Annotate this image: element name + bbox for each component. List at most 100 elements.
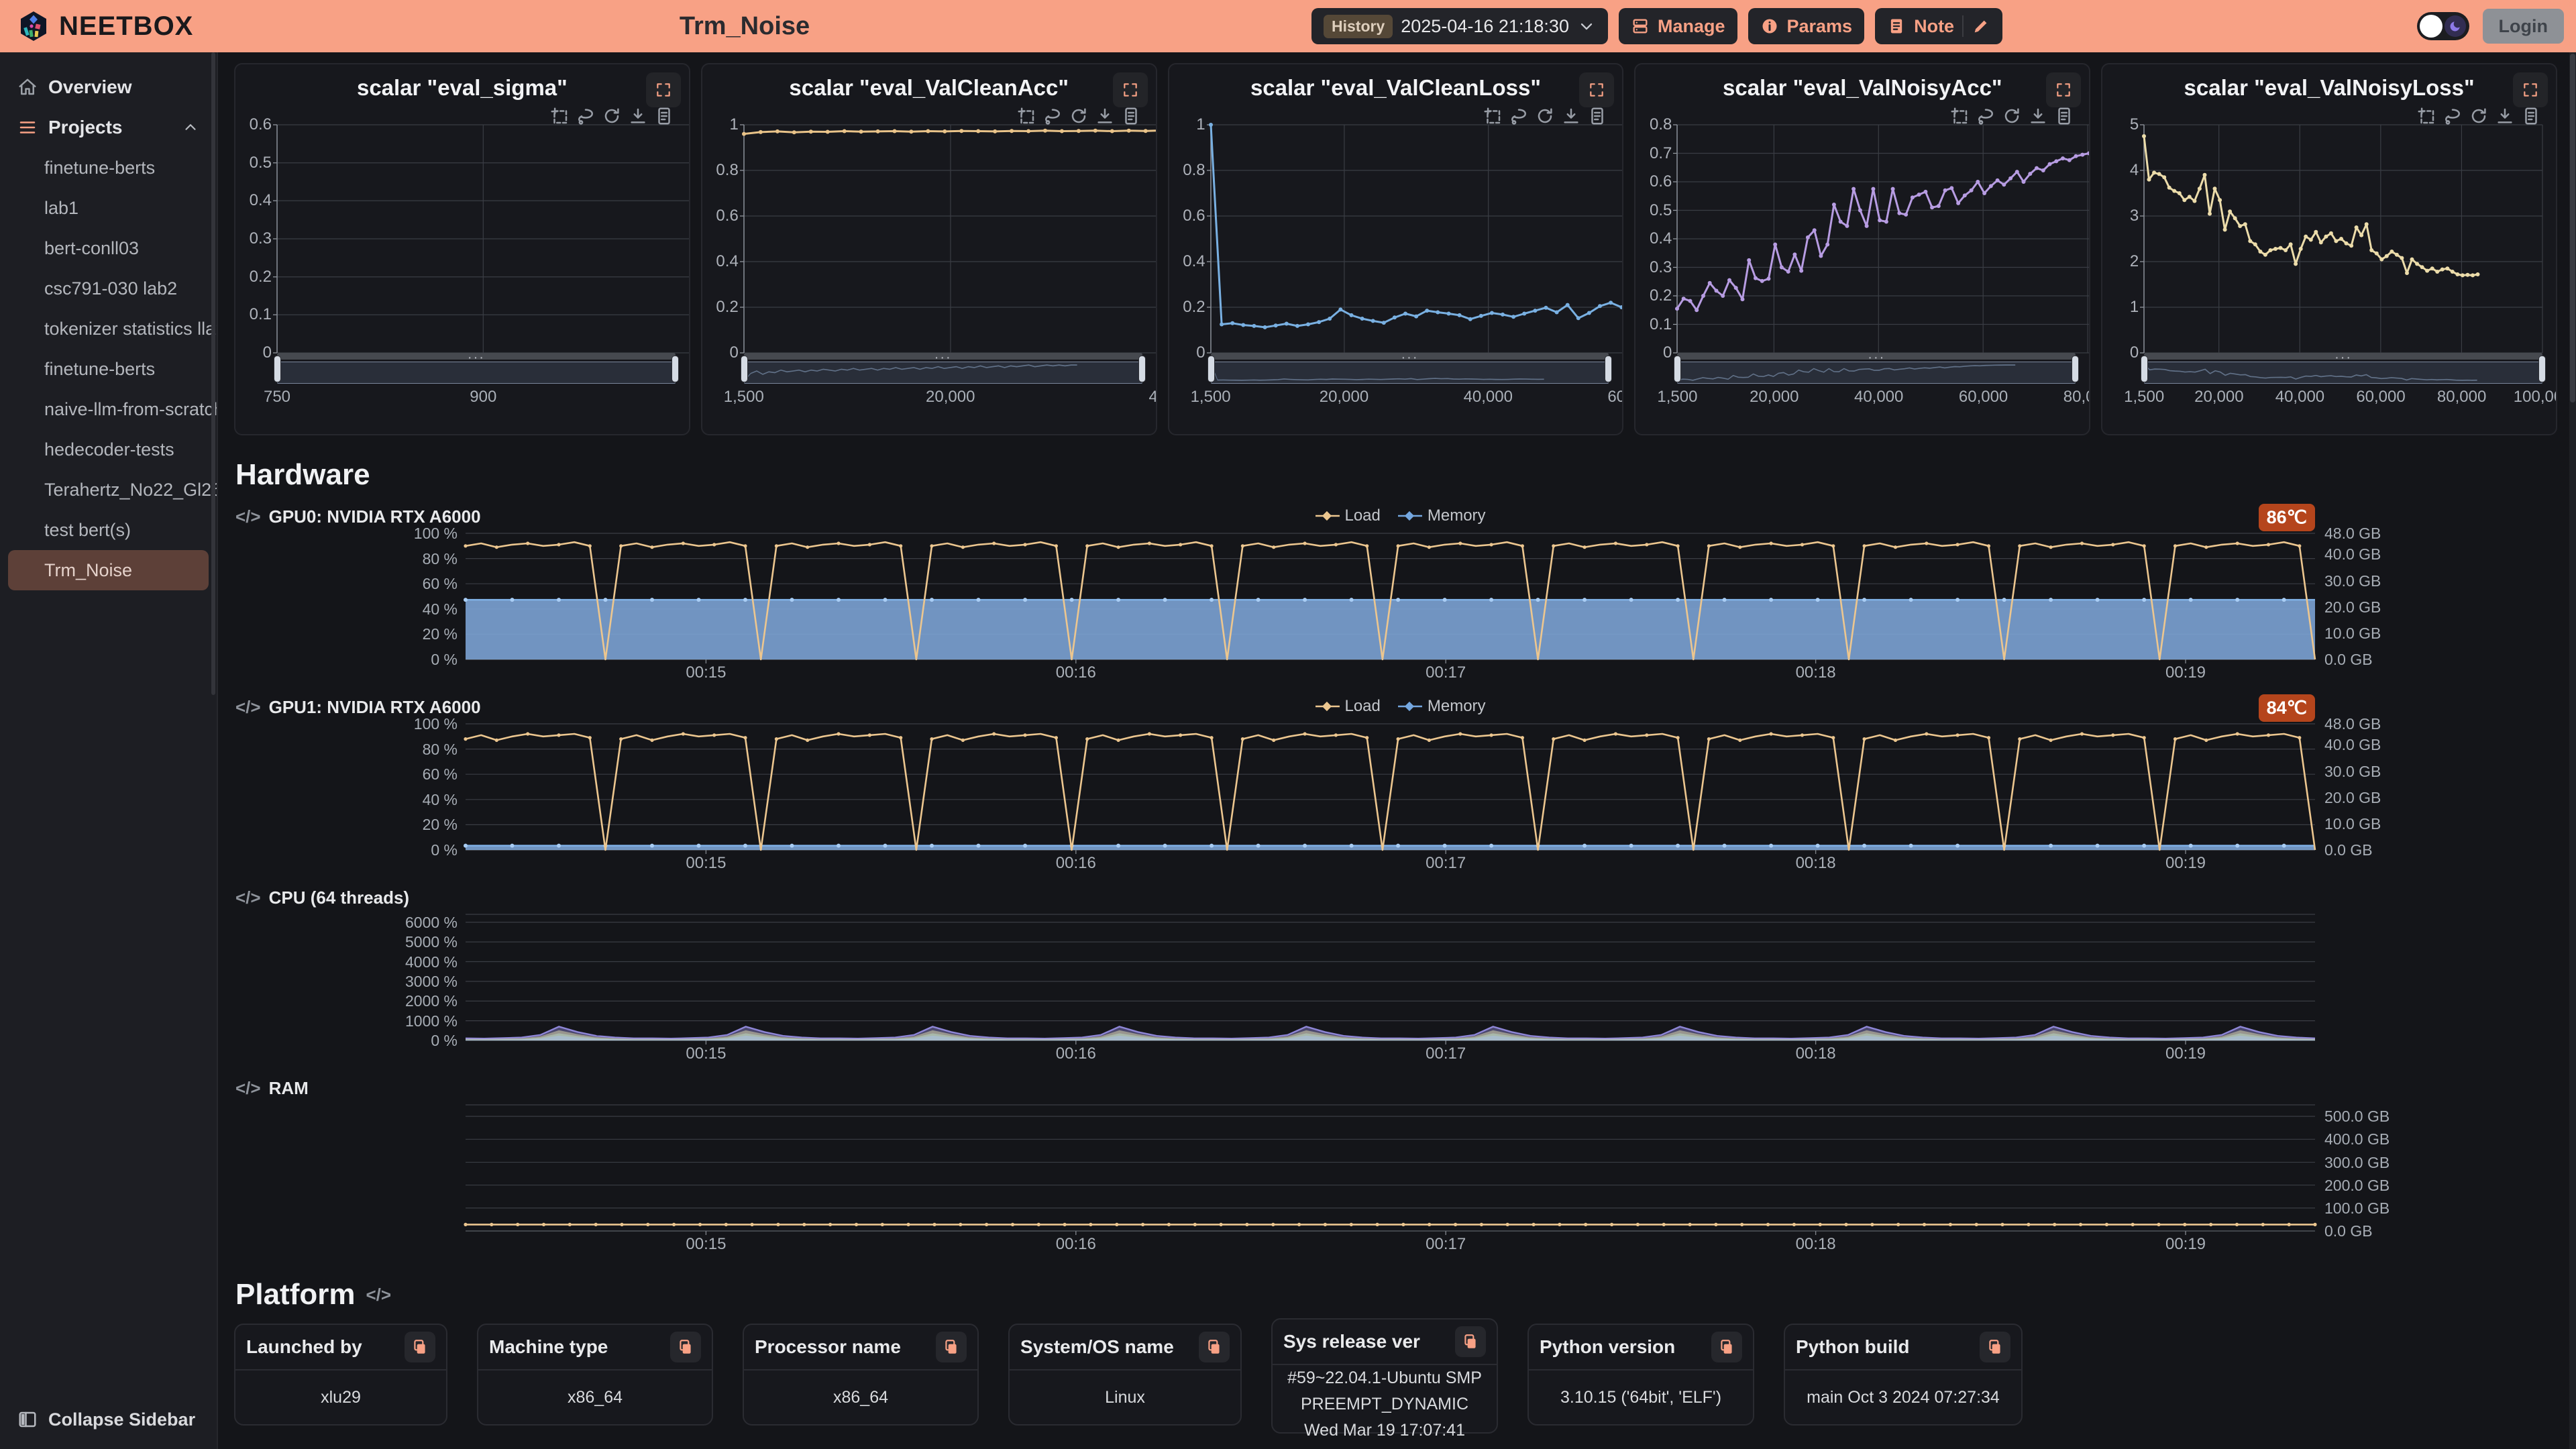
sidebar-project-item[interactable]: bert-conll03 [44,237,140,258]
range-slider-grip[interactable] [1210,353,1609,360]
chart-plot-area[interactable] [273,124,689,354]
range-slider-handle-left[interactable] [740,356,748,382]
copy-button[interactable] [1455,1326,1486,1357]
sidebar-project-item[interactable]: hedecoder-tests [44,439,174,460]
edit-pencil-icon[interactable] [1972,17,1990,36]
sidebar-project-item[interactable]: finetune-berts [44,358,156,379]
download-icon[interactable] [2495,106,2515,126]
copy-button[interactable] [1711,1332,1742,1362]
box-select-icon[interactable] [1483,106,1503,126]
range-slider-handle-left[interactable] [1207,356,1215,382]
expand-chart-button[interactable] [1112,72,1148,107]
range-slider-grip[interactable] [743,353,1142,360]
legend-item-memory[interactable]: Memory [1397,506,1486,525]
collapse-sidebar-button[interactable]: Collapse Sidebar [0,1401,217,1438]
range-slider-handle-right[interactable] [671,356,679,382]
reset-view-icon[interactable] [1535,106,1555,126]
sidebar-project-item[interactable]: tokenizer statistics llama... [44,318,217,339]
sidebar-scrollbar[interactable] [211,52,215,695]
note-button[interactable]: Note [1875,8,2003,44]
chart-plot-area[interactable] [1206,123,1623,354]
reset-view-icon[interactable] [2002,106,2022,126]
copy-button[interactable] [1199,1332,1230,1362]
hardware-chart[interactable]: 100 % 80 % 60 % 40 % 20 % 0 % 48.0 GB 40.0 GB 30… [414,525,2381,668]
manage-button[interactable]: Manage [1618,8,1737,44]
expand-chart-button[interactable] [645,72,681,107]
lasso-select-icon[interactable] [1976,106,1996,126]
hardware-chart[interactable]: 100 % 80 % 60 % 40 % 20 % 0 % 48.0 GB 40.0 GB 30… [414,715,2381,859]
lasso-select-icon[interactable] [576,106,596,126]
expand-chart-button[interactable] [2512,72,2548,107]
sidebar-project-item[interactable]: Trm_Noise [8,550,209,590]
sidebar-project-item[interactable]: naive-llm-from-scratch [44,398,217,419]
copy-button[interactable] [936,1332,967,1362]
sidebar-item-overview[interactable]: Overview [0,67,217,107]
chart-plot-area[interactable] [1673,124,2090,354]
range-slider[interactable] [1207,353,1613,384]
download-icon[interactable] [2028,106,2048,126]
data-log-icon[interactable] [2054,106,2074,126]
copy-button[interactable] [1980,1332,2010,1362]
expand-chart-button[interactable] [1579,72,1615,107]
legend-item-memory[interactable]: Memory [1397,697,1486,716]
range-slider-grip[interactable] [277,353,676,360]
login-button[interactable]: Login [2482,9,2564,44]
range-slider-handle-right[interactable] [2538,356,2546,382]
copy-button[interactable] [670,1332,701,1362]
chart-plot-area[interactable] [739,124,1156,354]
sidebar-project-item[interactable]: test bert(s) [44,519,131,540]
range-slider-grip[interactable] [1677,353,2076,360]
expand-chart-button[interactable] [2046,72,2082,107]
sidebar-project-item[interactable]: lab1 [44,197,79,218]
range-slider-window[interactable] [743,362,1142,384]
data-log-icon[interactable] [1121,106,1141,126]
box-select-icon[interactable] [549,106,570,126]
range-slider-grip[interactable] [2144,353,2542,360]
copy-button[interactable] [405,1332,435,1362]
range-slider-window[interactable] [277,362,676,384]
range-slider-handle-right[interactable] [1605,356,1613,382]
range-slider[interactable] [2141,353,2546,384]
y-axis-tick: 0.4 [1650,229,1672,248]
data-log-icon[interactable] [2521,106,2541,126]
download-icon[interactable] [1561,106,1581,126]
range-slider-window[interactable] [1677,362,2076,384]
box-select-icon[interactable] [2416,106,2436,126]
lasso-select-icon[interactable] [1042,106,1063,126]
range-slider-handle-left[interactable] [2141,356,2149,382]
data-log-icon[interactable] [1587,106,1607,126]
range-slider[interactable] [274,353,679,384]
range-slider[interactable] [1674,353,2080,384]
range-slider-window[interactable] [1210,362,1609,384]
sidebar-item-projects[interactable]: Projects [0,107,217,148]
download-icon[interactable] [628,106,648,126]
lasso-select-icon[interactable] [1509,106,1529,126]
sidebar-project-item[interactable]: finetune-berts [44,157,156,178]
download-icon[interactable] [1095,106,1115,126]
hardware-chart[interactable]: 6000 % 5000 % 4000 % 3000 % 2000 % 1000 % 0 % [405,914,2316,1049]
lasso-select-icon[interactable] [2443,106,2463,126]
range-slider[interactable] [740,353,1146,384]
range-slider-handle-right[interactable] [2072,356,2080,382]
params-button[interactable]: Params [1748,8,1865,44]
data-log-icon[interactable] [654,106,674,126]
reset-view-icon[interactable] [1069,106,1089,126]
legend-item-load[interactable]: Load [1315,697,1381,716]
legend-item-load[interactable]: Load [1315,506,1381,525]
range-slider-handle-left[interactable] [274,356,281,382]
sidebar-project-item[interactable]: Terahertz_No22_Gl261_gl... [44,479,217,500]
history-selector[interactable]: History 2025-04-16 21:18:30 [1311,8,1608,44]
x-axis-tick: 40,000 [1148,388,1157,406]
range-slider-handle-right[interactable] [1138,356,1146,382]
theme-toggle[interactable] [2416,12,2469,40]
reset-view-icon[interactable] [2469,106,2489,126]
page-scrollbar[interactable] [2569,52,2576,1449]
range-slider-window[interactable] [2144,362,2542,384]
chart-plot-area[interactable] [2140,124,2543,354]
reset-view-icon[interactable] [602,106,622,126]
hardware-chart[interactable]: 500.0 GB 400.0 GB 300.0 GB 200.0 GB 100.0 GB… [464,1104,2390,1240]
box-select-icon[interactable] [1016,106,1036,126]
sidebar-project-item[interactable]: csc791-030 lab2 [44,278,178,299]
range-slider-handle-left[interactable] [1674,356,1682,382]
box-select-icon[interactable] [1949,106,1970,126]
